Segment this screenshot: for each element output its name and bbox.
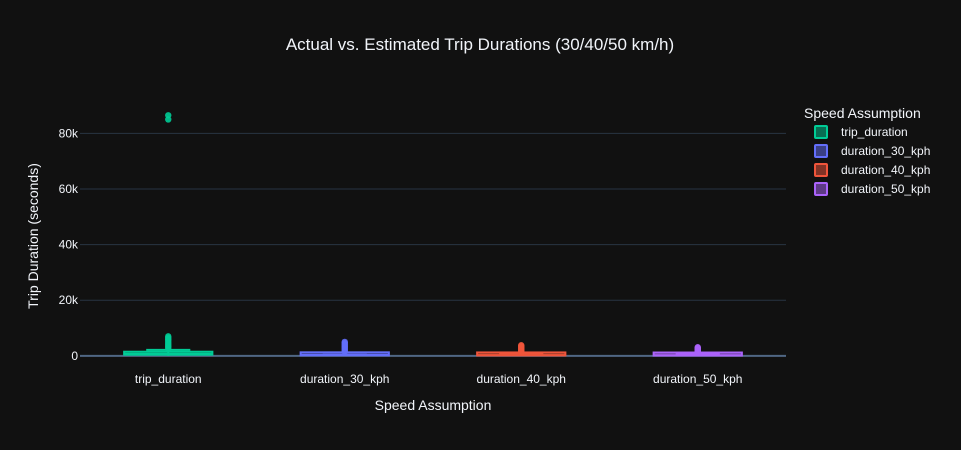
legend-swatch [814,125,828,139]
outlier-point [165,333,172,340]
legend[interactable]: Speed Assumption trip_duration duration_3… [804,105,930,196]
outlier-point [518,342,525,349]
x-tick-label: trip_duration [135,372,202,386]
box-duration_30_kph[interactable] [299,338,390,357]
x-axis-title: Speed Assumption [375,397,492,413]
y-tick-label: 60k [59,182,79,196]
legend-label: duration_40_kph [841,163,930,177]
x-tick-label: duration_30_kph [300,372,389,386]
legend-item-trip_duration[interactable]: trip_duration [814,125,908,139]
y-tick-label: 20k [59,293,79,307]
x-tick-label: duration_50_kph [653,372,742,386]
outlier-point [694,344,701,351]
legend-item-duration_30_kph[interactable]: duration_30_kph [814,144,930,158]
y-tick-label: 80k [59,126,79,140]
chart-title: Actual vs. Estimated Trip Durations (30/… [286,35,674,54]
y-axis-title: Trip Duration (seconds) [25,163,41,309]
legend-item-duration_50_kph[interactable]: duration_50_kph [814,182,930,196]
legend-label: trip_duration [841,125,908,139]
legend-swatch [814,144,828,158]
x-tick-label: duration_40_kph [477,372,566,386]
legend-label: duration_30_kph [841,144,930,158]
outlier-point [165,112,172,119]
x-tick-labels: trip_duration duration_30_kph duration_40_… [135,372,743,386]
box-duration_50_kph[interactable] [652,344,743,357]
y-tick-label: 40k [59,238,79,252]
legend-item-duration_40_kph[interactable]: duration_40_kph [814,163,930,177]
y-tick-label: 0 [71,349,78,363]
box-duration_40_kph[interactable] [476,342,567,357]
legend-swatch [814,163,828,177]
legend-swatch [814,182,828,196]
legend-label: duration_50_kph [841,182,930,196]
box-trip_duration[interactable] [123,112,214,356]
boxes [123,112,743,357]
outlier-point [341,338,348,346]
legend-title: Speed Assumption [804,105,921,121]
y-tick-labels: 0 20k 40k 60k 80k [59,126,79,362]
